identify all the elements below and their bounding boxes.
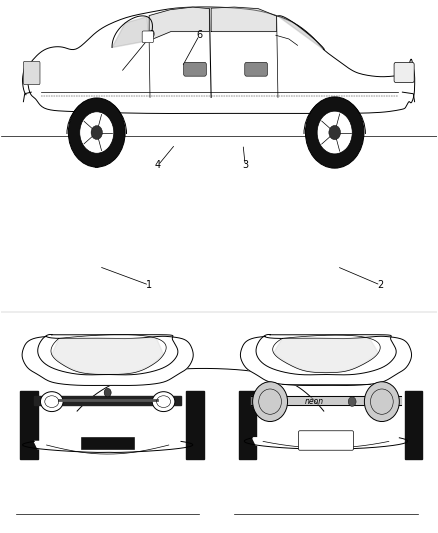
Polygon shape (52, 338, 163, 375)
FancyBboxPatch shape (184, 62, 206, 76)
FancyBboxPatch shape (298, 431, 353, 450)
Polygon shape (211, 7, 277, 31)
Circle shape (80, 112, 114, 154)
Polygon shape (278, 16, 324, 50)
Polygon shape (405, 391, 422, 459)
Circle shape (329, 125, 341, 140)
Ellipse shape (253, 382, 288, 422)
Circle shape (348, 397, 356, 407)
FancyBboxPatch shape (23, 61, 40, 85)
Polygon shape (22, 336, 193, 385)
Circle shape (317, 111, 352, 154)
Circle shape (104, 389, 111, 397)
Polygon shape (274, 338, 378, 373)
FancyBboxPatch shape (245, 62, 268, 76)
FancyBboxPatch shape (394, 62, 414, 83)
Circle shape (305, 97, 364, 168)
Text: 2: 2 (378, 280, 384, 290)
Text: 6: 6 (196, 30, 202, 41)
Text: 5: 5 (94, 160, 100, 171)
Ellipse shape (364, 382, 399, 422)
Polygon shape (253, 438, 399, 449)
Text: 4: 4 (155, 160, 161, 171)
Polygon shape (34, 396, 181, 405)
Ellipse shape (152, 392, 175, 411)
Polygon shape (256, 335, 396, 375)
Text: 3: 3 (242, 160, 248, 171)
Polygon shape (149, 7, 209, 41)
Polygon shape (239, 391, 256, 459)
Polygon shape (22, 7, 415, 114)
FancyBboxPatch shape (81, 437, 134, 449)
Polygon shape (112, 17, 149, 47)
Circle shape (91, 126, 102, 140)
Polygon shape (251, 396, 401, 405)
Ellipse shape (40, 392, 63, 411)
Text: 1: 1 (146, 280, 152, 290)
Polygon shape (186, 391, 204, 459)
Polygon shape (38, 335, 177, 375)
FancyBboxPatch shape (142, 31, 153, 43)
Polygon shape (20, 391, 38, 459)
Text: 9: 9 (148, 30, 154, 41)
Circle shape (68, 98, 125, 167)
Text: neon: neon (305, 397, 324, 406)
Polygon shape (34, 441, 181, 452)
Polygon shape (240, 336, 412, 385)
